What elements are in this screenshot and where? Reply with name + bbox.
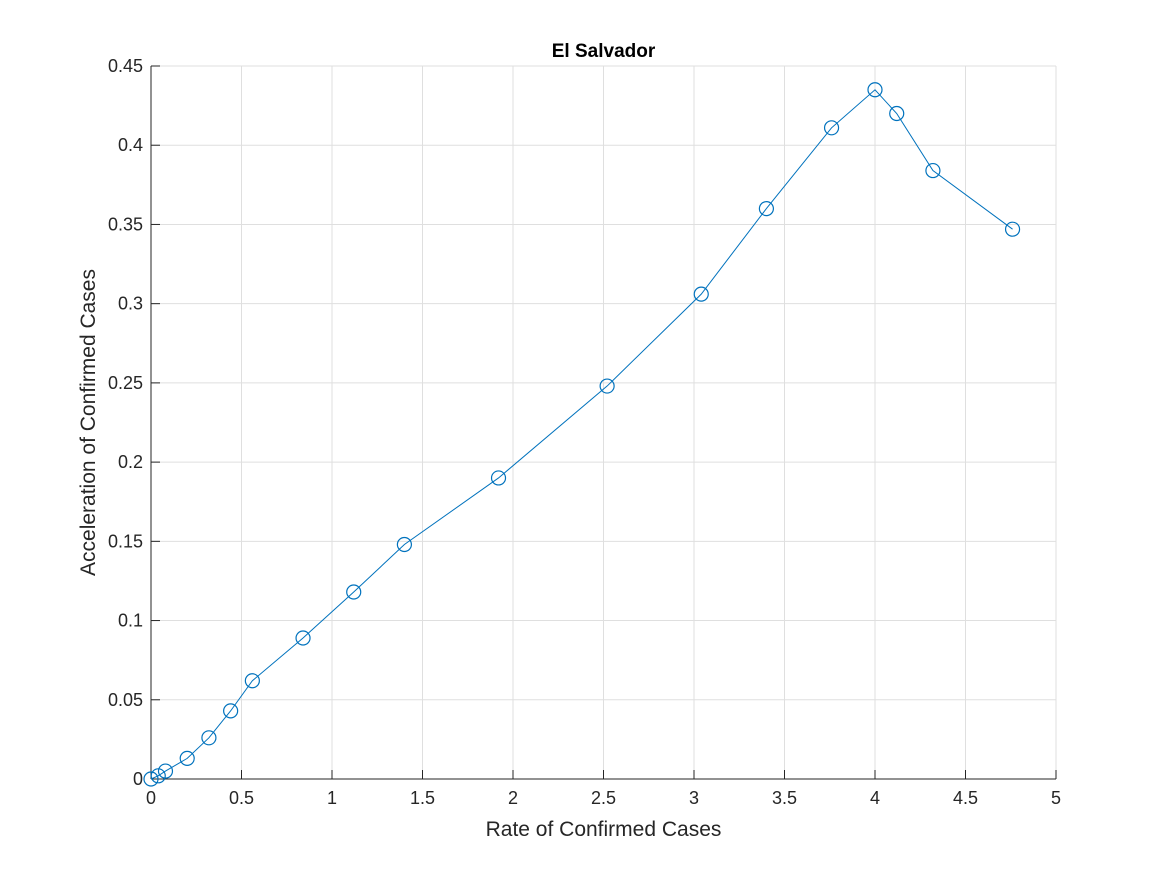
x-tick-label: 5 bbox=[1051, 788, 1061, 808]
data-point bbox=[396, 536, 412, 553]
x-tick-label: 4 bbox=[870, 788, 880, 808]
grid bbox=[150, 65, 1057, 780]
series-line bbox=[150, 89, 1013, 780]
data-point bbox=[867, 82, 883, 98]
data-point bbox=[758, 201, 775, 217]
chart-title: El Salvador bbox=[552, 41, 656, 62]
x-tick-label: 0 bbox=[146, 788, 156, 808]
y-axis-label: Acceleration of Confirmed Cases bbox=[77, 269, 100, 576]
y-tick-label: 0.2 bbox=[118, 452, 143, 472]
data-point bbox=[1004, 221, 1021, 237]
y-tick-label: 0.3 bbox=[118, 294, 143, 314]
data-point bbox=[889, 105, 905, 122]
data-point bbox=[244, 673, 260, 689]
ticks: 0 0.5 1 1.5 2 2.5 3 3.5 4 4.5 5 0 0.05 0.1 0.15 0.2 0.25… bbox=[108, 56, 1061, 808]
data-point bbox=[693, 286, 709, 302]
y-tick-label: 0.35 bbox=[108, 214, 143, 234]
x-tick-label: 4.5 bbox=[953, 788, 978, 808]
data-point bbox=[599, 378, 615, 394]
data-point bbox=[223, 703, 239, 719]
y-tick-label: 0.05 bbox=[108, 690, 143, 710]
data-point bbox=[490, 470, 507, 486]
x-axis-label: Rate of Confirmed Cases bbox=[486, 818, 722, 841]
data-point bbox=[201, 730, 217, 746]
data-point bbox=[925, 162, 941, 179]
x-tick-label: 3.5 bbox=[772, 788, 797, 808]
data-point bbox=[823, 120, 840, 136]
x-tick-label: 1.5 bbox=[410, 788, 435, 808]
x-tick-label: 0.5 bbox=[229, 788, 254, 808]
x-tick-label: 2 bbox=[508, 788, 518, 808]
data-point bbox=[143, 771, 159, 787]
x-tick-label: 1 bbox=[327, 788, 337, 808]
x-tick-label: 2.5 bbox=[591, 788, 616, 808]
series bbox=[143, 82, 1021, 787]
y-tick-label: 0.1 bbox=[118, 611, 143, 631]
y-tick-label: 0.15 bbox=[108, 531, 143, 551]
y-tick-label: 0 bbox=[133, 769, 143, 789]
data-point bbox=[157, 763, 174, 779]
x-tick-label: 3 bbox=[689, 788, 699, 808]
data-point bbox=[179, 750, 195, 767]
data-point bbox=[295, 630, 311, 646]
y-tick-label: 0.45 bbox=[108, 56, 143, 76]
y-tick-label: 0.4 bbox=[118, 135, 143, 155]
data-point bbox=[346, 584, 362, 600]
y-tick-label: 0.25 bbox=[108, 373, 143, 393]
